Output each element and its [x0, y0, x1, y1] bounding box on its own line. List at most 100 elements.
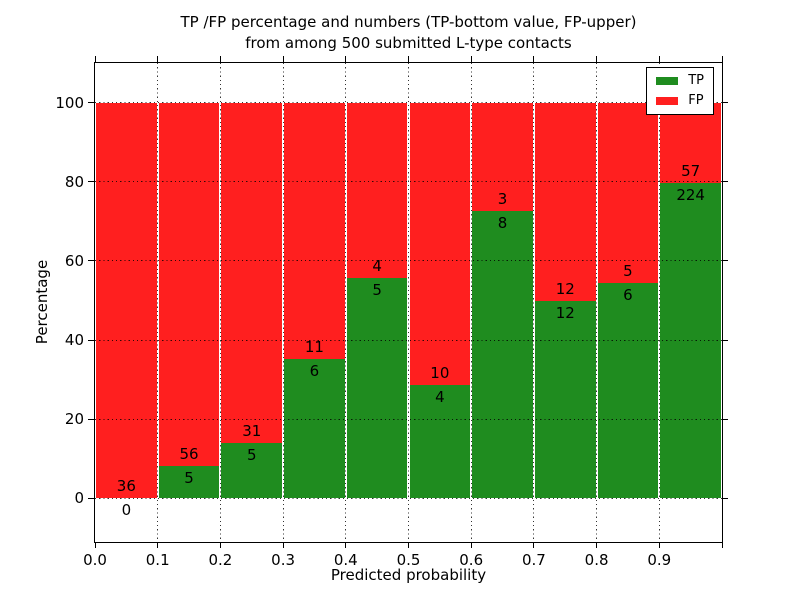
y-tick-mark: [88, 339, 94, 341]
y-tick-label: 20: [64, 410, 84, 429]
x-gridline: [596, 63, 598, 542]
fp-count-label: 3: [497, 189, 508, 208]
fp-count-label: 57: [681, 161, 701, 180]
legend-item-fp: FP: [656, 94, 704, 108]
x-tick-mark-top: [533, 56, 535, 62]
bar-segment-fp: [221, 102, 283, 444]
fp-count-label: 5: [623, 261, 633, 280]
y-tick-mark-right: [722, 102, 728, 104]
fp-count-label: 12: [555, 279, 575, 298]
x-tick-mark-top: [470, 56, 472, 62]
bar-segment-tp: [472, 210, 533, 499]
y-tick-mark: [88, 418, 94, 420]
y-tick-mark: [88, 497, 94, 499]
y-tick-mark: [88, 102, 94, 104]
x-gridline: [345, 63, 347, 542]
x-tick-mark: [470, 542, 472, 548]
x-gridline: [157, 63, 159, 542]
legend-label-tp: TP: [688, 73, 704, 88]
x-tick-mark-top: [721, 56, 723, 62]
y-tick-label: 60: [64, 251, 84, 270]
x-tick-mark-top: [596, 56, 598, 62]
tp-count-label: 5: [184, 468, 194, 487]
x-tick-label: 0.9: [647, 551, 672, 569]
x-tick-mark-top: [282, 56, 284, 62]
y-tick-mark-right: [722, 260, 728, 262]
x-tick-label: 0.7: [521, 551, 546, 569]
y-tick-mark: [88, 260, 94, 262]
bar-segment-fp: [409, 102, 471, 386]
bar-segment-fp: [346, 102, 408, 279]
tp-count-label: 224: [676, 185, 705, 204]
legend: TP FP: [646, 67, 714, 115]
bar-segment-fp: [534, 102, 596, 301]
bar-segment-fp: [284, 102, 345, 359]
x-gridline: [282, 63, 284, 542]
x-tick-mark: [94, 542, 96, 548]
legend-label-fp: FP: [688, 93, 704, 108]
x-tick-mark: [658, 542, 660, 548]
fp-count-label: 11: [304, 337, 324, 356]
bar-segment-fp: [96, 102, 157, 499]
bar-segment-fp: [597, 102, 659, 283]
x-gridline: [470, 63, 472, 542]
x-tick-label: 0.2: [208, 551, 233, 569]
x-tick-mark: [408, 542, 409, 548]
bar-segment-tp: [660, 182, 721, 499]
x-gridline: [658, 63, 660, 542]
y-tick-label: 40: [64, 331, 84, 350]
x-tick-mark-top: [408, 56, 409, 62]
y-tick-label: 0: [74, 489, 84, 508]
plot-area: 36 0 56 5 31 5 11 6 4 5 10 4 3 8 12 12 5 6 57 224 0.0 0.1 0.2 0…: [55, 56, 728, 569]
x-tick-label: 0.5: [396, 551, 421, 569]
tp-count-label: 6: [623, 285, 633, 304]
bar-segment-fp: [660, 102, 721, 183]
x-tick-mark-top: [345, 56, 347, 62]
y-tick-label: 100: [55, 93, 84, 112]
x-tick-mark: [157, 542, 159, 548]
x-tick-mark-top: [219, 56, 221, 62]
y-axis-label: Percentage: [33, 259, 51, 345]
legend-item-tp: TP: [656, 74, 704, 88]
bar-segment-fp: [158, 102, 220, 466]
bar-segment-tp: [409, 385, 471, 499]
x-gridline: [408, 63, 409, 542]
bar-segment-tp: [534, 300, 596, 499]
fp-count-label: 10: [430, 364, 450, 383]
fp-count-label: 36: [116, 477, 136, 496]
x-gridline: [219, 63, 221, 542]
x-tick-mark-top: [157, 56, 159, 62]
x-gridline: [533, 63, 535, 542]
bar-segment-tp: [221, 443, 283, 499]
x-tick-label: 0.3: [271, 551, 296, 569]
x-tick-mark-top: [94, 56, 96, 62]
x-tick-label: 0.4: [333, 551, 358, 569]
bar-segment-tp: [597, 282, 659, 499]
bar-segment-tp: [158, 465, 220, 499]
chart-title-line2: from among 500 submitted L-type contacts: [245, 34, 572, 52]
x-tick-label: 0.0: [83, 551, 107, 569]
x-tick-mark: [345, 542, 347, 548]
x-tick-label: 0.1: [145, 551, 170, 569]
bar-segment-tp: [284, 358, 345, 499]
y-tick-mark-right: [722, 181, 728, 183]
tp-count-label: 12: [555, 303, 575, 322]
tp-count-label: 0: [121, 501, 132, 520]
x-tick-label: 0.6: [459, 551, 484, 569]
fp-count-label: 4: [372, 257, 382, 276]
fp-count-label: 56: [179, 444, 199, 463]
y-tick-mark-right: [722, 497, 728, 499]
bar-segment-tp: [346, 278, 408, 499]
legend-swatch-fp: [656, 97, 679, 105]
chart-title-line1: TP /FP percentage and numbers (TP-bottom…: [180, 13, 637, 31]
x-tick-mark: [721, 542, 723, 548]
x-axis-label: Predicted probability: [330, 566, 487, 584]
x-tick-mark: [219, 542, 221, 548]
fp-count-label: 31: [242, 422, 262, 441]
tp-count-label: 8: [497, 213, 508, 232]
x-tick-mark: [596, 542, 598, 548]
x-tick-mark: [282, 542, 284, 548]
y-tick-mark-right: [722, 339, 728, 341]
legend-swatch-tp: [656, 77, 679, 85]
